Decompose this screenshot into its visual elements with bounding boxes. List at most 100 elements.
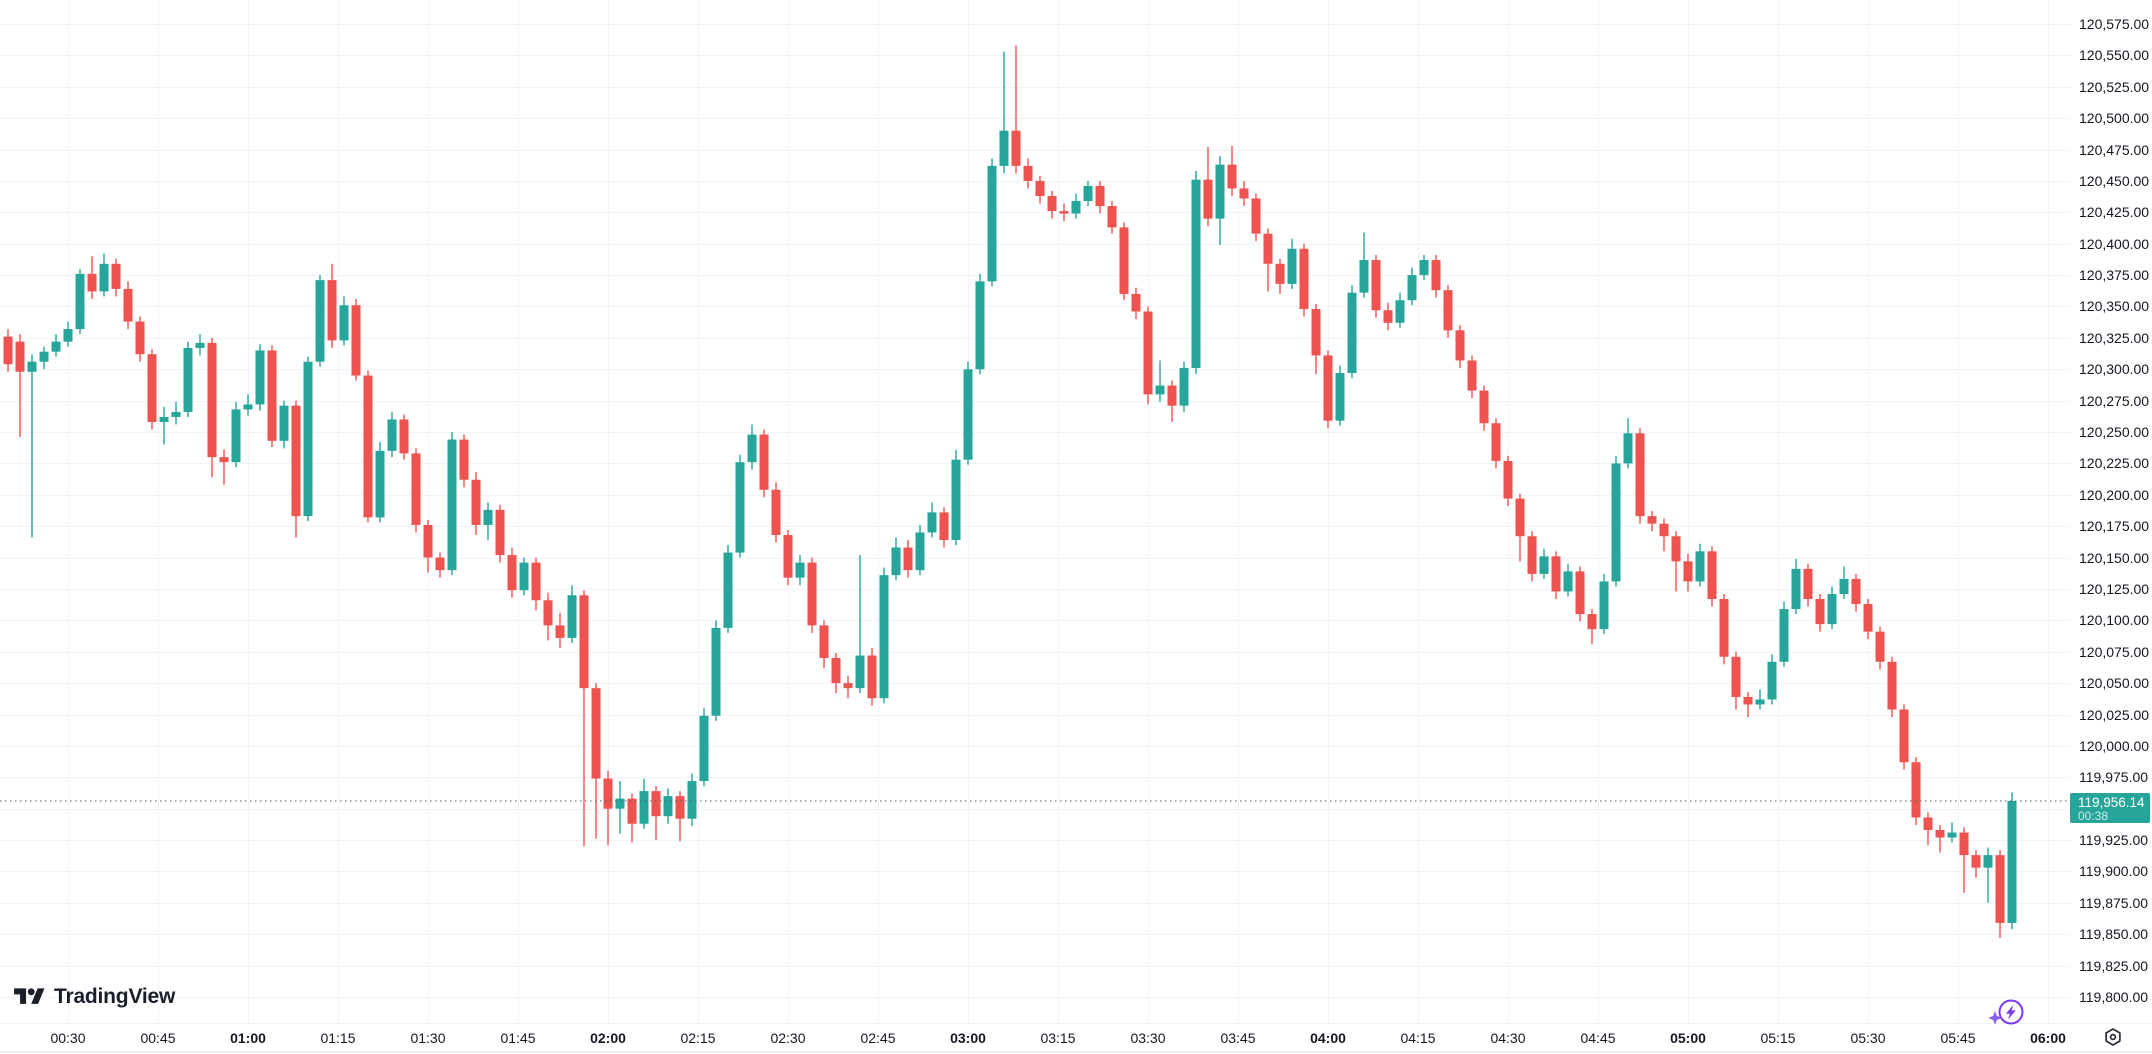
candle-body [231, 409, 241, 463]
candle-body [1287, 248, 1297, 284]
price-axis-label: 120,550.00 [2079, 47, 2150, 64]
candle-body [939, 512, 949, 541]
price-axis-label: 120,150.00 [2079, 549, 2150, 566]
candle-body [867, 655, 877, 699]
candle-body [735, 462, 745, 553]
price-axis-label: 120,100.00 [2079, 612, 2150, 629]
price-axis-label: 120,250.00 [2079, 424, 2150, 441]
candle-body [1671, 536, 1681, 562]
candle-body [63, 329, 73, 342]
time-axis-label: 04:00 [1310, 1030, 1346, 1046]
price-axis[interactable]: 120,575.00 120,550.00 120,525.00 120,500.00… [2070, 0, 2152, 1023]
time-axis-label: 04:30 [1490, 1030, 1526, 1046]
candle-body [123, 288, 133, 322]
price-axis-label: 120,275.00 [2079, 392, 2150, 409]
candle-body [51, 341, 61, 352]
candle-body [1707, 551, 1717, 600]
time-axis-label: 00:30 [50, 1030, 86, 1046]
boost-lightning-icon[interactable] [1986, 995, 2028, 1038]
candle-body [1275, 263, 1285, 284]
candle-body [555, 625, 565, 638]
candle-body [771, 489, 781, 535]
candle-body [279, 405, 289, 441]
candle-body [399, 419, 409, 454]
price-axis-label: 119,875.00 [2079, 894, 2149, 911]
price-axis-label: 120,475.00 [2079, 141, 2150, 158]
candle-body [315, 280, 325, 362]
candle-body [723, 552, 733, 628]
candle-body [1371, 260, 1381, 311]
candle-body [111, 263, 121, 289]
candle-body [1755, 699, 1765, 705]
candle-body [963, 369, 973, 460]
candle-body [1023, 165, 1033, 181]
candle-body [1683, 561, 1693, 582]
candle-body [1059, 211, 1069, 214]
time-axis-label: 01:00 [230, 1030, 266, 1046]
candle-body [699, 715, 709, 782]
candle-body [87, 273, 97, 292]
candle-body [1947, 832, 1957, 838]
candle-body [1527, 536, 1537, 574]
candle-body [1191, 179, 1201, 369]
price-axis-label: 120,200.00 [2079, 486, 2150, 503]
time-axis[interactable]: 00:30 00:45 01:00 01:15 01:30 01:45 02:00 02:15… [0, 1023, 2152, 1053]
candle-body [759, 434, 769, 490]
last-price-badge: 119,956.14 00:38 [2070, 792, 2150, 823]
price-axis-label: 119,800.00 [2079, 989, 2149, 1005]
candle-body [1899, 709, 1909, 763]
candle-body [915, 532, 925, 571]
candle-body [1803, 568, 1813, 600]
candle-body [1083, 185, 1093, 202]
candlestick-plot [0, 0, 2070, 1023]
time-axis-label: 03:15 [1040, 1030, 1076, 1046]
candle-body [1719, 599, 1729, 657]
time-axis-label: 03:45 [1220, 1030, 1256, 1046]
candle-body [243, 404, 253, 410]
price-chart-pane[interactable] [0, 0, 2070, 1023]
time-axis-label: 01:30 [410, 1030, 446, 1046]
candle-body [3, 336, 13, 365]
candle-body [1827, 593, 1837, 625]
candle-body [1491, 423, 1501, 461]
candle-body [1167, 385, 1177, 406]
candle-body [891, 547, 901, 576]
price-axis-label: 120,525.00 [2079, 78, 2150, 95]
candle-body [351, 305, 361, 376]
candle-body [39, 351, 49, 362]
candle-body [459, 439, 469, 480]
time-axis-label: 03:00 [950, 1030, 986, 1046]
time-axis-label: 02:30 [770, 1030, 806, 1046]
candle-body [855, 655, 865, 689]
candle-body [543, 600, 553, 626]
candle-body [987, 165, 997, 282]
candle-body [567, 595, 577, 638]
candle-body [387, 419, 397, 451]
candle-body [519, 562, 529, 591]
candle-body [183, 347, 193, 412]
axis-settings-gear-icon[interactable] [2101, 1025, 2125, 1054]
candle-body [375, 450, 385, 518]
candle-body [27, 361, 37, 372]
time-axis-label: 06:00 [2030, 1030, 2066, 1046]
candle-body [15, 341, 25, 372]
price-axis-label: 119,825.00 [2079, 957, 2149, 974]
price-axis-label: 120,025.00 [2079, 706, 2150, 723]
candle-body [1107, 206, 1117, 228]
time-axis-label: 05:15 [1760, 1030, 1796, 1046]
candle-body [1815, 599, 1825, 625]
candle-body [1887, 661, 1897, 710]
candle-body [1155, 385, 1165, 395]
candle-body [1575, 571, 1585, 615]
price-axis-label: 120,425.00 [2079, 204, 2150, 221]
candle-body [1227, 164, 1237, 189]
candle-body [219, 457, 229, 463]
candle-body [1383, 310, 1393, 323]
candle-body [1743, 696, 1753, 705]
time-axis-label: 05:00 [1670, 1030, 1706, 1046]
candle-body [339, 305, 349, 341]
candle-body [1467, 360, 1477, 391]
time-axis-label: 05:45 [1940, 1030, 1976, 1046]
tradingview-logo[interactable]: TradingView [14, 985, 175, 1009]
candle-body [1071, 201, 1081, 214]
